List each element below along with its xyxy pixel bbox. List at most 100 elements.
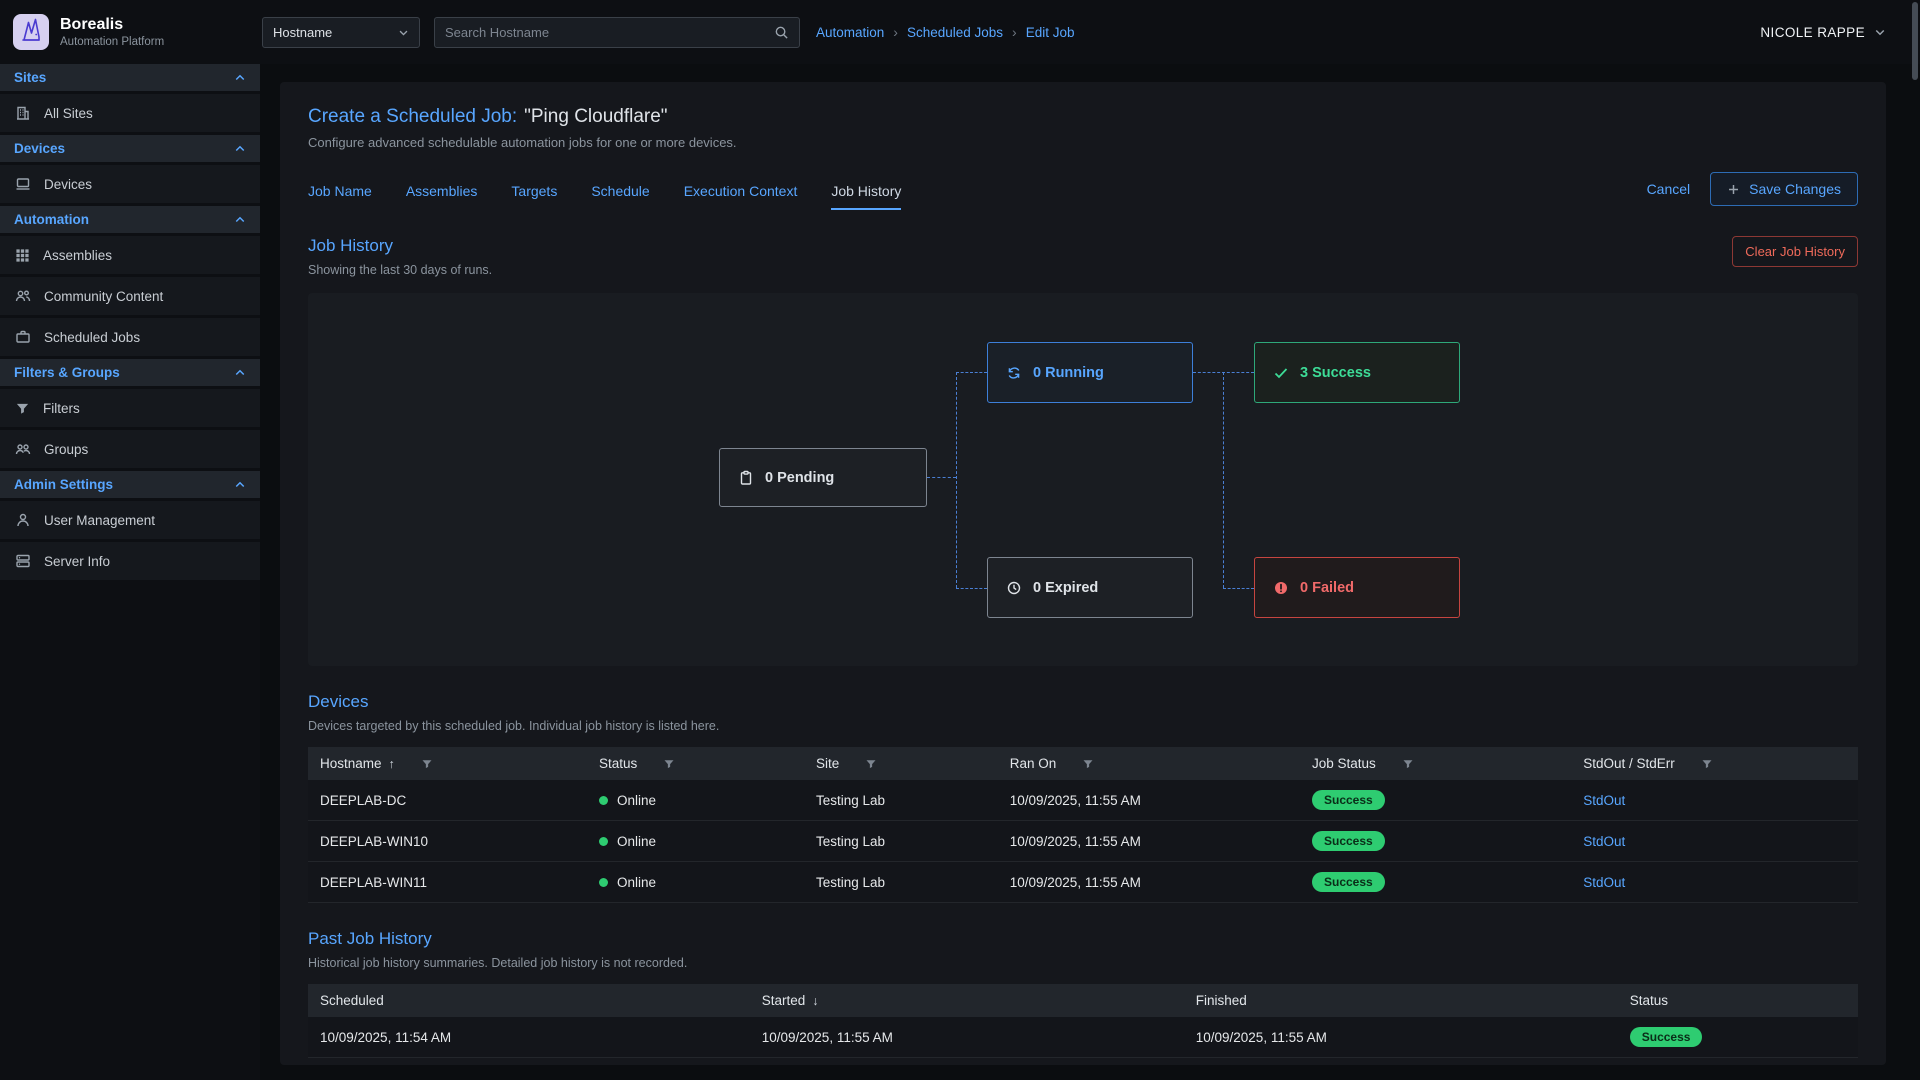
stdout-link[interactable]: StdOut: [1583, 874, 1626, 890]
page-title-job-name: "Ping Cloudflare": [524, 106, 668, 127]
cell-stdout: StdOut: [1571, 820, 1858, 862]
success-badge: Success: [1629, 1027, 1703, 1047]
stdout-link[interactable]: StdOut: [1583, 792, 1626, 808]
node-label: 3 Success: [1300, 364, 1371, 381]
sidebar-item-user-management[interactable]: User Management: [0, 501, 260, 539]
page-title: Create a Scheduled Job: "Ping Cloudflare": [308, 106, 1858, 128]
sidebar-item-all-sites[interactable]: All Sites: [0, 94, 260, 132]
topbar: Hostname Automation › Scheduled Jobs › E…: [260, 0, 1920, 64]
sort-desc-icon[interactable]: ↓: [812, 993, 819, 1008]
table-row: DEEPLAB-DC Online Testing Lab 10/09/2025…: [308, 780, 1858, 821]
table-row: 10/09/2025, 11:54 AM 10/09/2025, 11:55 A…: [308, 1017, 1858, 1058]
connector-line: [956, 588, 987, 589]
breadcrumb-scheduled-jobs[interactable]: Scheduled Jobs: [906, 24, 1004, 40]
tab-execution-context[interactable]: Execution Context: [683, 183, 798, 199]
sidebar-item-filters[interactable]: Filters: [0, 389, 260, 427]
past-job-history-title: Past Job History: [308, 929, 432, 948]
item-label: Community Content: [44, 288, 164, 304]
tab-schedule[interactable]: Schedule: [591, 183, 650, 199]
sidebar-section-admin-settings[interactable]: Admin Settings: [0, 471, 260, 498]
search-input[interactable]: [445, 24, 766, 40]
user-menu[interactable]: NICOLE RAPPE: [1760, 25, 1886, 40]
scrollbar[interactable]: [1912, 2, 1918, 80]
plus-icon: [1727, 183, 1740, 196]
filter-funnel-icon[interactable]: [1701, 758, 1713, 770]
sidebar-section-filters-groups[interactable]: Filters & Groups: [0, 359, 260, 386]
check-icon: [1273, 365, 1289, 381]
breadcrumb-automation[interactable]: Automation: [816, 24, 885, 40]
sidebar-section-sites[interactable]: Sites: [0, 64, 260, 91]
past-job-history-table: Scheduled Started ↓ Finished Status 10/09…: [308, 984, 1858, 1058]
filter-funnel-icon[interactable]: [865, 758, 877, 770]
cell-site: Testing Lab: [804, 780, 998, 821]
cancel-button[interactable]: Cancel: [1646, 181, 1691, 197]
devices-header-row: Hostname ↑ Status Site Ran On Job Status …: [308, 747, 1858, 780]
tab-targets[interactable]: Targets: [511, 183, 558, 199]
tabs: Job Name Assemblies Targets Schedule Exe…: [308, 183, 902, 210]
cell-site: Testing Lab: [804, 861, 998, 903]
item-label: Groups: [44, 441, 89, 457]
borealis-rabbit-logo: [12, 13, 50, 51]
sidebar-item-groups[interactable]: Groups: [0, 430, 260, 468]
chevron-up-icon: [234, 479, 246, 491]
caret-down-icon: [398, 27, 409, 38]
tab-job-name[interactable]: Job Name: [308, 183, 372, 199]
col-job-status[interactable]: Job Status: [1312, 756, 1376, 771]
col-finished[interactable]: Finished: [1195, 993, 1247, 1008]
cell-stdout: StdOut: [1571, 780, 1858, 821]
col-hostname[interactable]: Hostname: [320, 756, 382, 771]
success-badge: Success: [1312, 790, 1385, 810]
online-status-dot: [599, 795, 608, 805]
node-expired[interactable]: 0 Expired: [987, 557, 1193, 618]
tab-job-history[interactable]: Job History: [831, 183, 902, 210]
col-ran-on[interactable]: Ran On: [1009, 756, 1057, 771]
col-started[interactable]: Started: [761, 993, 806, 1008]
node-success[interactable]: 3 Success: [1254, 342, 1460, 403]
filter-funnel-icon[interactable]: [663, 758, 675, 770]
filter-funnel-icon[interactable]: [1402, 758, 1414, 770]
hostname-select[interactable]: Hostname: [262, 16, 420, 48]
sidebar-item-assemblies[interactable]: Assemblies: [0, 236, 260, 274]
col-stdout[interactable]: StdOut / StdErr: [1583, 756, 1675, 771]
people-icon: [15, 288, 31, 304]
sort-asc-icon[interactable]: ↑: [388, 756, 395, 771]
hostname-select-value: Hostname: [273, 24, 333, 40]
success-badge: Success: [1312, 872, 1385, 892]
sidebar-item-server-info[interactable]: Server Info: [0, 542, 260, 580]
tab-assemblies[interactable]: Assemblies: [405, 183, 478, 199]
laptop-icon: [15, 176, 31, 192]
col-status[interactable]: Status: [1629, 993, 1669, 1008]
clear-job-history-button[interactable]: Clear Job History: [1732, 236, 1858, 267]
tab-actions: Cancel Save Changes: [1647, 172, 1858, 210]
building-icon: [15, 105, 31, 121]
col-site[interactable]: Site: [816, 756, 840, 771]
node-failed[interactable]: 0 Failed: [1254, 557, 1460, 618]
col-status[interactable]: Status: [599, 756, 638, 771]
clipboard-icon: [738, 470, 754, 486]
sidebar-section-devices[interactable]: Devices: [0, 135, 260, 162]
table-row: DEEPLAB-WIN11 Online Testing Lab 10/09/2…: [308, 861, 1858, 903]
chevron-up-icon: [234, 367, 246, 379]
sidebar-section-automation[interactable]: Automation: [0, 206, 260, 233]
sidebar-item-scheduled-jobs[interactable]: Scheduled Jobs: [0, 318, 260, 356]
node-label: 0 Expired: [1033, 579, 1099, 596]
page-subtitle: Configure advanced schedulable automatio…: [308, 135, 737, 150]
stdout-link[interactable]: StdOut: [1583, 833, 1626, 849]
node-label: 0 Running: [1033, 364, 1104, 381]
table-row: DEEPLAB-WIN10 Online Testing Lab 10/09/2…: [308, 820, 1858, 862]
search-icon[interactable]: [774, 25, 789, 40]
cell-stdout: StdOut: [1571, 861, 1858, 903]
connector-line: [956, 372, 987, 373]
sidebar-item-community-content[interactable]: Community Content: [0, 277, 260, 315]
node-pending[interactable]: 0 Pending: [719, 448, 927, 507]
save-changes-button[interactable]: Save Changes: [1710, 172, 1858, 206]
cell-status: Online: [587, 861, 804, 903]
node-running[interactable]: 0 Running: [987, 342, 1193, 403]
sidebar-item-devices[interactable]: Devices: [0, 165, 260, 203]
col-scheduled[interactable]: Scheduled: [320, 993, 384, 1008]
filter-funnel-icon[interactable]: [1082, 758, 1094, 770]
item-label: Devices: [44, 176, 93, 192]
filter-funnel-icon[interactable]: [421, 758, 433, 770]
alert-icon: [1273, 580, 1289, 596]
